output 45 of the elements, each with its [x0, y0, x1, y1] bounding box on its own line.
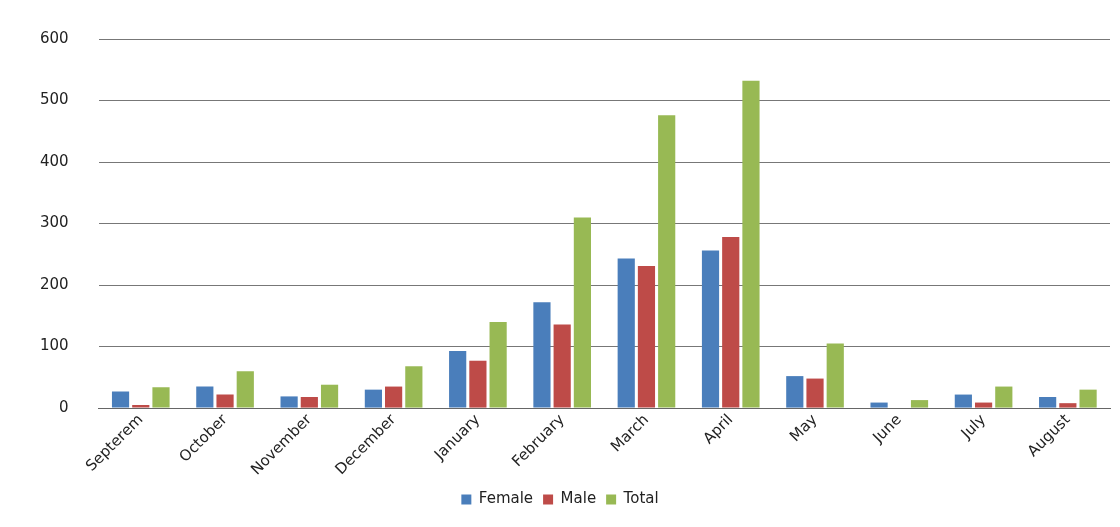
bar: [786, 376, 804, 408]
bar: [449, 350, 467, 408]
bar: [111, 391, 130, 408]
bar: [1059, 403, 1077, 408]
bar: [954, 394, 972, 408]
bar: [722, 237, 740, 408]
y-tick-label: 400: [39, 151, 69, 170]
bar: [320, 384, 339, 408]
bar: [974, 402, 993, 408]
bar: [280, 396, 298, 408]
bar: [300, 397, 318, 408]
bar: [364, 389, 382, 408]
bar: [995, 386, 1013, 408]
bar: [870, 402, 888, 408]
bar: [489, 321, 507, 408]
bar: [216, 394, 234, 408]
bar: [132, 405, 150, 408]
bar: [196, 386, 214, 408]
bar: [617, 258, 635, 408]
bar: [469, 360, 487, 408]
bar: [405, 366, 423, 408]
bar: [637, 265, 656, 408]
bar: [236, 371, 254, 408]
bar: [910, 400, 929, 408]
y-tick-label: 600: [39, 28, 69, 47]
y-tick-label: 100: [39, 336, 69, 355]
bar: [742, 80, 760, 408]
bar: [385, 386, 403, 408]
legend-label: Female: [478, 489, 534, 508]
legend-label: Male: [560, 489, 597, 508]
bar: [806, 378, 824, 408]
legend-label: Total: [622, 489, 659, 508]
bar: [701, 250, 720, 408]
bar: [1039, 397, 1057, 408]
bar: [553, 324, 571, 408]
bar: [1079, 389, 1097, 408]
y-tick-label: 200: [39, 274, 69, 293]
y-tick-label: 0: [59, 397, 69, 416]
bar: [658, 115, 676, 408]
bar: [573, 217, 591, 408]
y-tick-label: 300: [39, 213, 69, 232]
bar: [533, 302, 551, 408]
bar: [152, 387, 170, 408]
y-tick-label: 500: [39, 90, 69, 109]
bar: [826, 343, 844, 408]
